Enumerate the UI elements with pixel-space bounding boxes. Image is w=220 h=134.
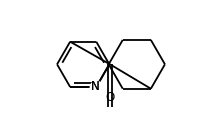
Text: N: N [91, 80, 100, 93]
Text: N: N [91, 80, 100, 93]
Text: O: O [105, 91, 115, 104]
